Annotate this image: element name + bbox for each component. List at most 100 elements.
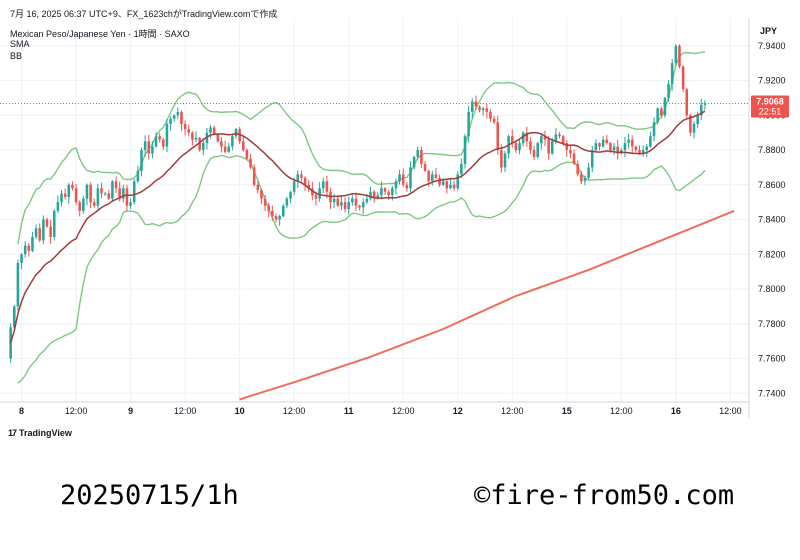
candle-body (449, 184, 452, 189)
candle-up (456, 171, 460, 191)
candle-up (463, 133, 467, 169)
candle-down (529, 137, 532, 155)
sma-legend[interactable]: SMA (10, 39, 30, 49)
candle-body (143, 141, 147, 151)
candle-down (401, 168, 405, 187)
candle-body (114, 181, 118, 189)
candle-down (307, 179, 310, 193)
candle-up (31, 232, 34, 253)
candle-body (252, 167, 256, 185)
candle-down (252, 164, 256, 187)
candle-body (180, 111, 183, 124)
candle-body (696, 115, 699, 124)
candle-body (685, 89, 689, 116)
candle-up (369, 186, 372, 201)
candle-up (289, 190, 292, 204)
candle-body (656, 108, 659, 123)
bb-lower-band (17, 154, 706, 384)
candle-up (627, 133, 630, 149)
candle-up (590, 145, 594, 173)
candle-body (136, 170, 140, 182)
candle-up (202, 137, 205, 156)
candle-up (518, 138, 521, 155)
candle-body (71, 184, 74, 189)
candle-body (681, 66, 685, 90)
price-tick-label: 7.8400 (758, 215, 786, 225)
last-price-tag-countdown: 22:51 (759, 106, 782, 116)
candle-down (223, 140, 227, 154)
candle-up (42, 215, 45, 245)
candle-down (183, 120, 187, 136)
candle-down (354, 192, 358, 211)
candle-body (234, 129, 238, 137)
candle-up (460, 158, 463, 179)
candle-body (445, 181, 449, 189)
candle-body (605, 139, 609, 144)
candle-body (100, 188, 103, 194)
candle-body (645, 146, 649, 151)
last-price-tag: 7.9068 22:51 (751, 95, 789, 118)
candle-up (103, 191, 107, 196)
candle-body (667, 84, 670, 98)
candle-body (612, 146, 616, 151)
candle-down (660, 106, 663, 119)
candle-body (92, 202, 96, 206)
candle-body (321, 181, 325, 189)
candle-down (569, 144, 572, 159)
price-axis[interactable]: 7.94007.92007.90007.88007.86007.84007.82… (758, 41, 786, 399)
candle-body (471, 101, 474, 112)
candle-body (132, 181, 136, 203)
candle-body (540, 136, 543, 144)
candle-body (151, 146, 154, 154)
tradingview-logo-icon: 17 (8, 428, 17, 438)
candle-body (20, 254, 23, 263)
candle-down (423, 161, 427, 172)
candle-down (420, 146, 423, 168)
candle-down (565, 140, 569, 157)
candle-body (670, 63, 674, 85)
candle-down (49, 219, 52, 244)
symbol-title[interactable]: Mexican Peso/Japanese Yen · 1時間 · SAXO (10, 29, 190, 39)
candle-up (165, 118, 169, 152)
last-price-tag-value: 7.9068 (756, 96, 784, 106)
candle-down (180, 110, 183, 131)
date-timeframe-caption: 20250715/1h (60, 480, 239, 511)
candle-up (656, 107, 659, 125)
candle-down (220, 137, 223, 153)
candle-up (703, 100, 707, 111)
candle-body (467, 111, 470, 137)
candle-down (38, 223, 41, 243)
candle-body (641, 150, 645, 154)
candle-up (601, 135, 605, 148)
candle-up (663, 96, 667, 118)
candle-body (689, 115, 692, 133)
candle-down (100, 182, 103, 199)
time-tick-label: 15 (562, 406, 572, 416)
tradingview-logo[interactable]: 17 TradingView (8, 428, 72, 438)
candle-up (285, 196, 289, 209)
time-axis[interactable]: 8 12:00 9 12:00 10 12:00 11 12:00 12 12:00 15 12:00… (19, 406, 742, 416)
candle-down (267, 202, 270, 218)
candle-down (300, 170, 303, 182)
time-tick-label: 12 (453, 406, 463, 416)
candle-body (398, 174, 401, 182)
candle-down (329, 187, 332, 210)
candle-down (383, 187, 387, 195)
candle-body (354, 198, 358, 206)
candle-down (263, 195, 267, 212)
bb-legend[interactable]: BB (10, 51, 23, 61)
candle-body (60, 193, 63, 203)
candle-body (343, 202, 347, 210)
candle-body (172, 115, 176, 119)
candle-body (281, 205, 285, 217)
candle-up (449, 178, 452, 190)
candle-body (212, 127, 216, 135)
candle-body (547, 139, 550, 154)
candle-body (500, 150, 503, 168)
candle-down (89, 182, 92, 209)
candle-body (162, 139, 165, 147)
candle-down (249, 154, 252, 169)
candle-body (460, 163, 463, 175)
candle-body (191, 132, 194, 140)
